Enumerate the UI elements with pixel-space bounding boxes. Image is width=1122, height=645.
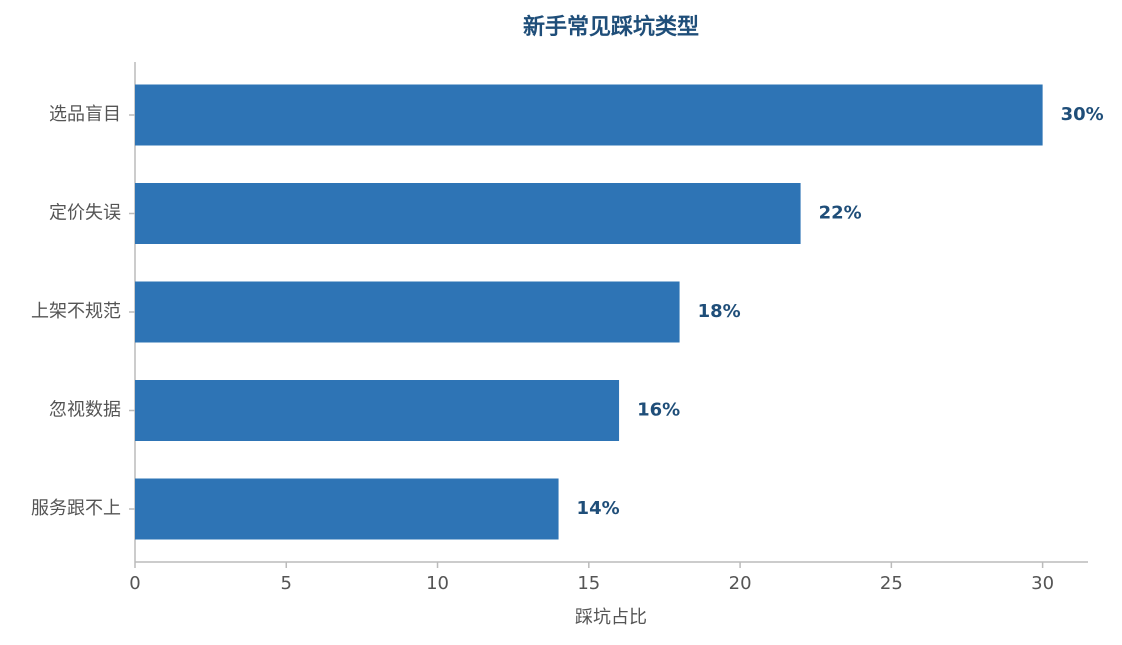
x-tick-label: 5 bbox=[281, 573, 292, 594]
bar bbox=[135, 84, 1043, 146]
x-tick-label: 15 bbox=[577, 573, 600, 594]
x-tick-label: 0 bbox=[129, 573, 140, 594]
bar bbox=[135, 380, 620, 441]
data-label: 30% bbox=[1061, 104, 1104, 125]
x-tick-label: 25 bbox=[880, 573, 903, 594]
y-tick-label: 定价失误 bbox=[49, 203, 121, 224]
x-axis-label: 踩坑占比 bbox=[575, 607, 647, 628]
data-label: 14% bbox=[577, 498, 620, 519]
data-label: 16% bbox=[637, 400, 680, 421]
y-tick-label: 选品盲目 bbox=[49, 104, 121, 125]
bar bbox=[135, 478, 559, 540]
bar bbox=[135, 281, 680, 343]
bar bbox=[135, 183, 801, 244]
x-tick-label: 20 bbox=[729, 573, 752, 594]
x-tick-label: 30 bbox=[1031, 573, 1054, 594]
x-tick-label: 10 bbox=[426, 573, 449, 594]
data-label: 18% bbox=[698, 301, 741, 322]
y-tick-label: 上架不规范 bbox=[31, 301, 121, 322]
y-tick-label: 忽视数据 bbox=[49, 400, 121, 421]
chart-title: 新手常见踩坑类型 bbox=[523, 14, 699, 40]
y-tick-label: 服务跟不上 bbox=[31, 498, 121, 519]
data-label: 22% bbox=[819, 203, 862, 224]
